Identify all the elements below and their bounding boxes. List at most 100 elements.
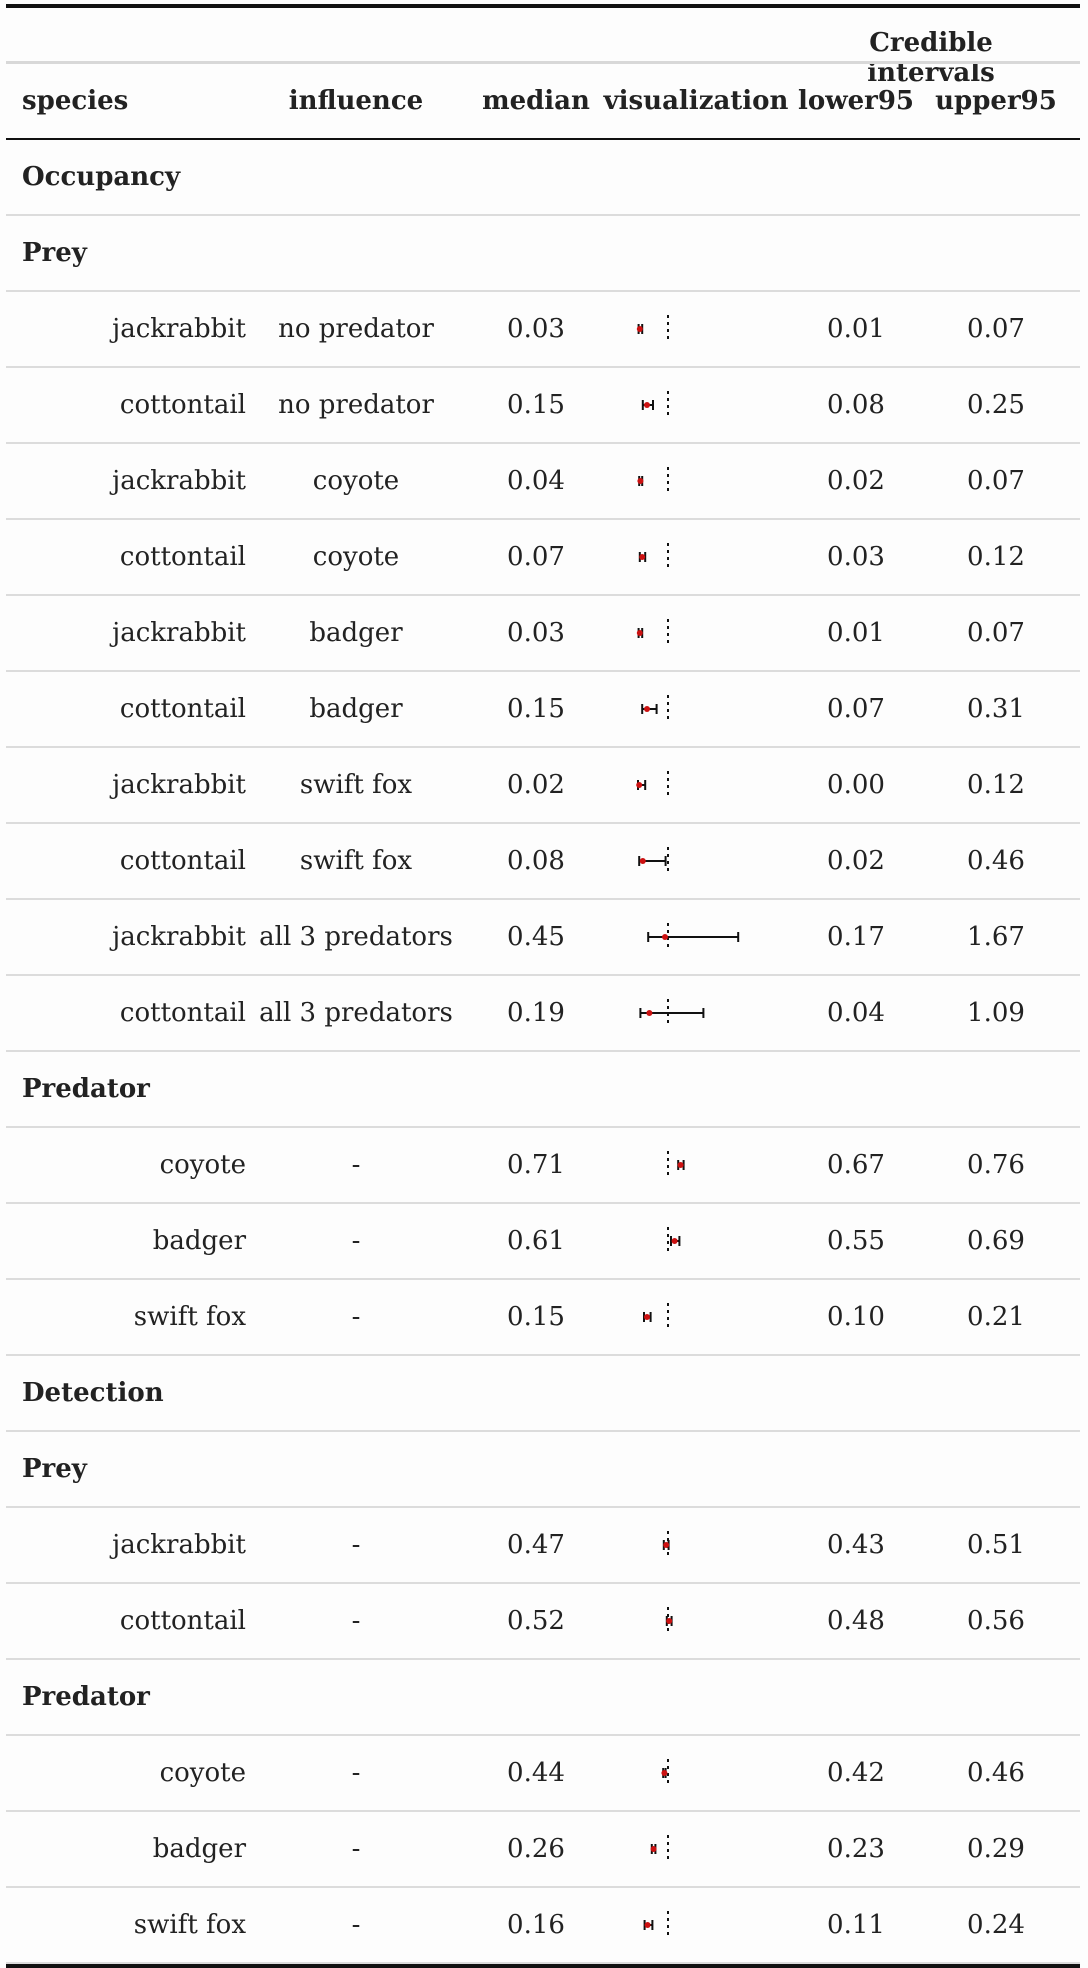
header-row: species influence median visualization l… <box>6 64 1080 140</box>
cell-median: 0.61 <box>507 1226 565 1256</box>
cell-influence: coyote <box>312 466 400 496</box>
interval-plot <box>643 1911 669 1939</box>
interval-plot <box>636 771 669 799</box>
table-row: swift fox - 0.15 0.10 0.21 <box>6 1280 1080 1356</box>
median-point <box>636 630 643 636</box>
cell-visualization <box>606 1508 786 1582</box>
spanner-row: Credible intervals <box>6 8 1080 88</box>
table-row: cottontail - 0.52 0.48 0.56 <box>6 1584 1080 1660</box>
cell-visualization <box>606 520 786 594</box>
header-lower95: lower95 <box>797 86 915 116</box>
median-point <box>644 1922 651 1928</box>
group-header: Predator <box>6 1052 1080 1128</box>
spanner-rule <box>6 61 1080 64</box>
interval-plot <box>641 695 669 723</box>
group-header: Predator <box>6 1660 1080 1736</box>
cell-lower95: 0.01 <box>827 618 885 648</box>
results-table: Credible intervals species influence med… <box>6 4 1080 1968</box>
interval-plot <box>647 923 740 951</box>
table-row: jackrabbit no predator 0.03 0.01 0.07 <box>6 292 1080 368</box>
cell-upper95: 0.24 <box>967 1910 1025 1940</box>
cell-visualization <box>606 748 786 822</box>
median-point <box>644 706 650 712</box>
cell-species: jackrabbit <box>112 770 246 800</box>
interval-plot <box>667 1227 681 1255</box>
credible-intervals-spanner: Credible intervals <box>867 28 995 88</box>
interval-plot <box>650 1835 669 1863</box>
cell-species: coyote <box>159 1758 246 1788</box>
median-point <box>644 1314 650 1320</box>
median-point <box>639 858 646 864</box>
interval-plot <box>636 315 669 343</box>
cell-upper95: 0.76 <box>967 1150 1025 1180</box>
cell-median: 0.26 <box>507 1834 565 1864</box>
cell-upper95: 0.07 <box>967 618 1025 648</box>
table-row: jackrabbit swift fox 0.02 0.00 0.12 <box>6 748 1080 824</box>
cell-visualization <box>606 900 786 974</box>
interval-plot <box>641 391 669 419</box>
median-point <box>663 1542 670 1548</box>
table-row: cottontail swift fox 0.08 0.02 0.46 <box>6 824 1080 900</box>
cell-species: jackrabbit <box>112 618 246 648</box>
cell-median: 0.52 <box>507 1606 565 1636</box>
section-header: Occupancy <box>6 140 1080 216</box>
cell-median: 0.15 <box>507 1302 565 1332</box>
cell-median: 0.16 <box>507 1910 565 1940</box>
group-header: Prey <box>6 1432 1080 1508</box>
cell-visualization <box>606 976 786 1050</box>
cell-visualization <box>606 1888 786 1962</box>
cell-influence: badger <box>309 618 403 648</box>
cell-species: swift fox <box>133 1302 246 1332</box>
cell-influence: no predator <box>278 390 434 420</box>
cell-species: cottontail <box>119 998 246 1028</box>
cell-lower95: 0.55 <box>827 1226 885 1256</box>
median-point <box>637 478 644 484</box>
top-rule <box>6 4 1080 8</box>
cell-visualization <box>606 292 786 366</box>
cell-visualization <box>606 1812 786 1886</box>
cell-influence: - <box>351 1226 361 1256</box>
table-row: coyote - 0.71 0.67 0.76 <box>6 1128 1080 1204</box>
cell-upper95: 0.07 <box>967 466 1025 496</box>
cell-species: jackrabbit <box>112 466 246 496</box>
table-row: cottontail no predator 0.15 0.08 0.25 <box>6 368 1080 444</box>
cell-visualization <box>606 1280 786 1354</box>
cell-lower95: 0.48 <box>827 1606 885 1636</box>
cell-median: 0.47 <box>507 1530 565 1560</box>
cell-upper95: 0.25 <box>967 390 1025 420</box>
cell-upper95: 1.67 <box>967 922 1025 952</box>
cell-visualization <box>606 596 786 670</box>
cell-median: 0.71 <box>507 1150 565 1180</box>
cell-upper95: 0.46 <box>967 1758 1025 1788</box>
cell-species: jackrabbit <box>112 1530 246 1560</box>
cell-lower95: 0.07 <box>827 694 885 724</box>
cell-lower95: 0.11 <box>827 1910 885 1940</box>
header-species: species <box>22 86 129 116</box>
table-row: jackrabbit all 3 predators 0.45 0.17 1.67 <box>6 900 1080 976</box>
cell-median: 0.03 <box>507 314 565 344</box>
cell-upper95: 0.51 <box>967 1530 1025 1560</box>
section-header: Detection <box>6 1356 1080 1432</box>
cell-visualization <box>606 1736 786 1810</box>
median-point <box>636 326 643 332</box>
cell-median: 0.03 <box>507 618 565 648</box>
cell-lower95: 0.67 <box>827 1150 885 1180</box>
cell-species: cottontail <box>119 542 246 572</box>
cell-species: jackrabbit <box>112 922 246 952</box>
cell-lower95: 0.02 <box>827 846 885 876</box>
cell-upper95: 0.31 <box>967 694 1025 724</box>
cell-visualization <box>606 672 786 746</box>
median-point <box>644 402 650 408</box>
header-visualization: visualization <box>603 86 789 116</box>
cell-influence: all 3 predators <box>259 998 453 1028</box>
cell-median: 0.08 <box>507 846 565 876</box>
interval-plot <box>638 543 669 571</box>
table-row: jackrabbit coyote 0.04 0.02 0.07 <box>6 444 1080 520</box>
cell-species: coyote <box>159 1150 246 1180</box>
table-row: jackrabbit - 0.47 0.43 0.51 <box>6 1508 1080 1584</box>
cell-species: cottontail <box>119 390 246 420</box>
cell-influence: swift fox <box>299 846 413 876</box>
cell-species: jackrabbit <box>112 314 246 344</box>
cell-species: swift fox <box>133 1910 246 1940</box>
table-row: swift fox - 0.16 0.11 0.24 <box>6 1888 1080 1964</box>
